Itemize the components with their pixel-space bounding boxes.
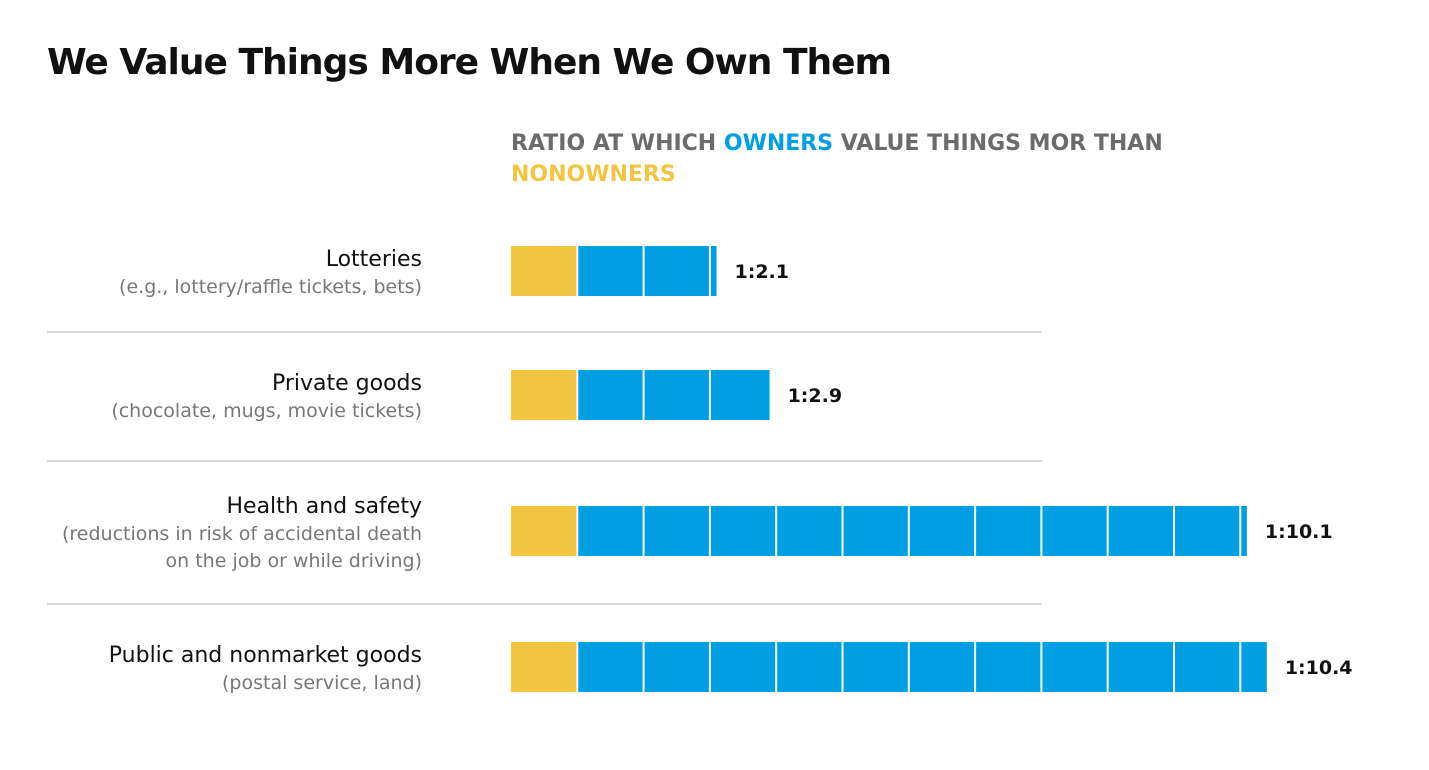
ratio-label: 1:10.4 — [1285, 657, 1353, 679]
category-name: Private goods — [271, 371, 422, 396]
owner-segment — [577, 370, 770, 420]
subtitle-owners: OWNERS — [723, 131, 834, 156]
ratio-label: 1:10.1 — [1265, 521, 1333, 543]
category-label-public-goods: Public and nonmarket goods (postal servi… — [47, 642, 422, 697]
ratio-label: 1:2.9 — [788, 385, 842, 407]
category-subtext: (postal service, land) — [222, 672, 422, 694]
category-label-private-goods: Private goods (chocolate, mugs, movie ti… — [47, 370, 422, 425]
nonowner-segment — [511, 642, 578, 692]
category-label-lotteries: Lotteries (e.g., lottery/raffle tickets,… — [47, 246, 422, 301]
category-label-health-safety: Health and safety (reductions in risk of… — [47, 493, 422, 575]
nonowner-segment — [511, 246, 578, 296]
subtitle-nonowners: NONOWNERS — [511, 162, 676, 187]
nonowner-segment — [511, 506, 578, 556]
chart-title: We Value Things More When We Own Them — [47, 42, 892, 83]
chart-subtitle: RATIO AT WHICH OWNERS VALUE THINGS MOR T… — [511, 128, 1231, 190]
category-subtext: (e.g., lottery/raffle tickets, bets) — [119, 276, 422, 298]
nonowner-segment — [511, 370, 578, 420]
category-name: Public and nonmarket goods — [108, 643, 422, 668]
subtitle-middle: VALUE THINGS MOR THAN — [833, 131, 1163, 156]
owner-segment — [577, 642, 1267, 692]
owner-segment — [577, 246, 717, 296]
category-name: Health and safety — [226, 494, 423, 519]
owner-segment — [577, 506, 1247, 556]
category-subtext: (chocolate, mugs, movie tickets) — [111, 400, 422, 422]
ratio-label: 1:2.1 — [735, 261, 789, 283]
category-subtext: (reductions in risk of accidental death … — [61, 523, 422, 572]
bars-group — [511, 246, 1267, 692]
category-name: Lotteries — [325, 247, 422, 272]
subtitle-prefix: RATIO AT WHICH — [511, 131, 724, 156]
